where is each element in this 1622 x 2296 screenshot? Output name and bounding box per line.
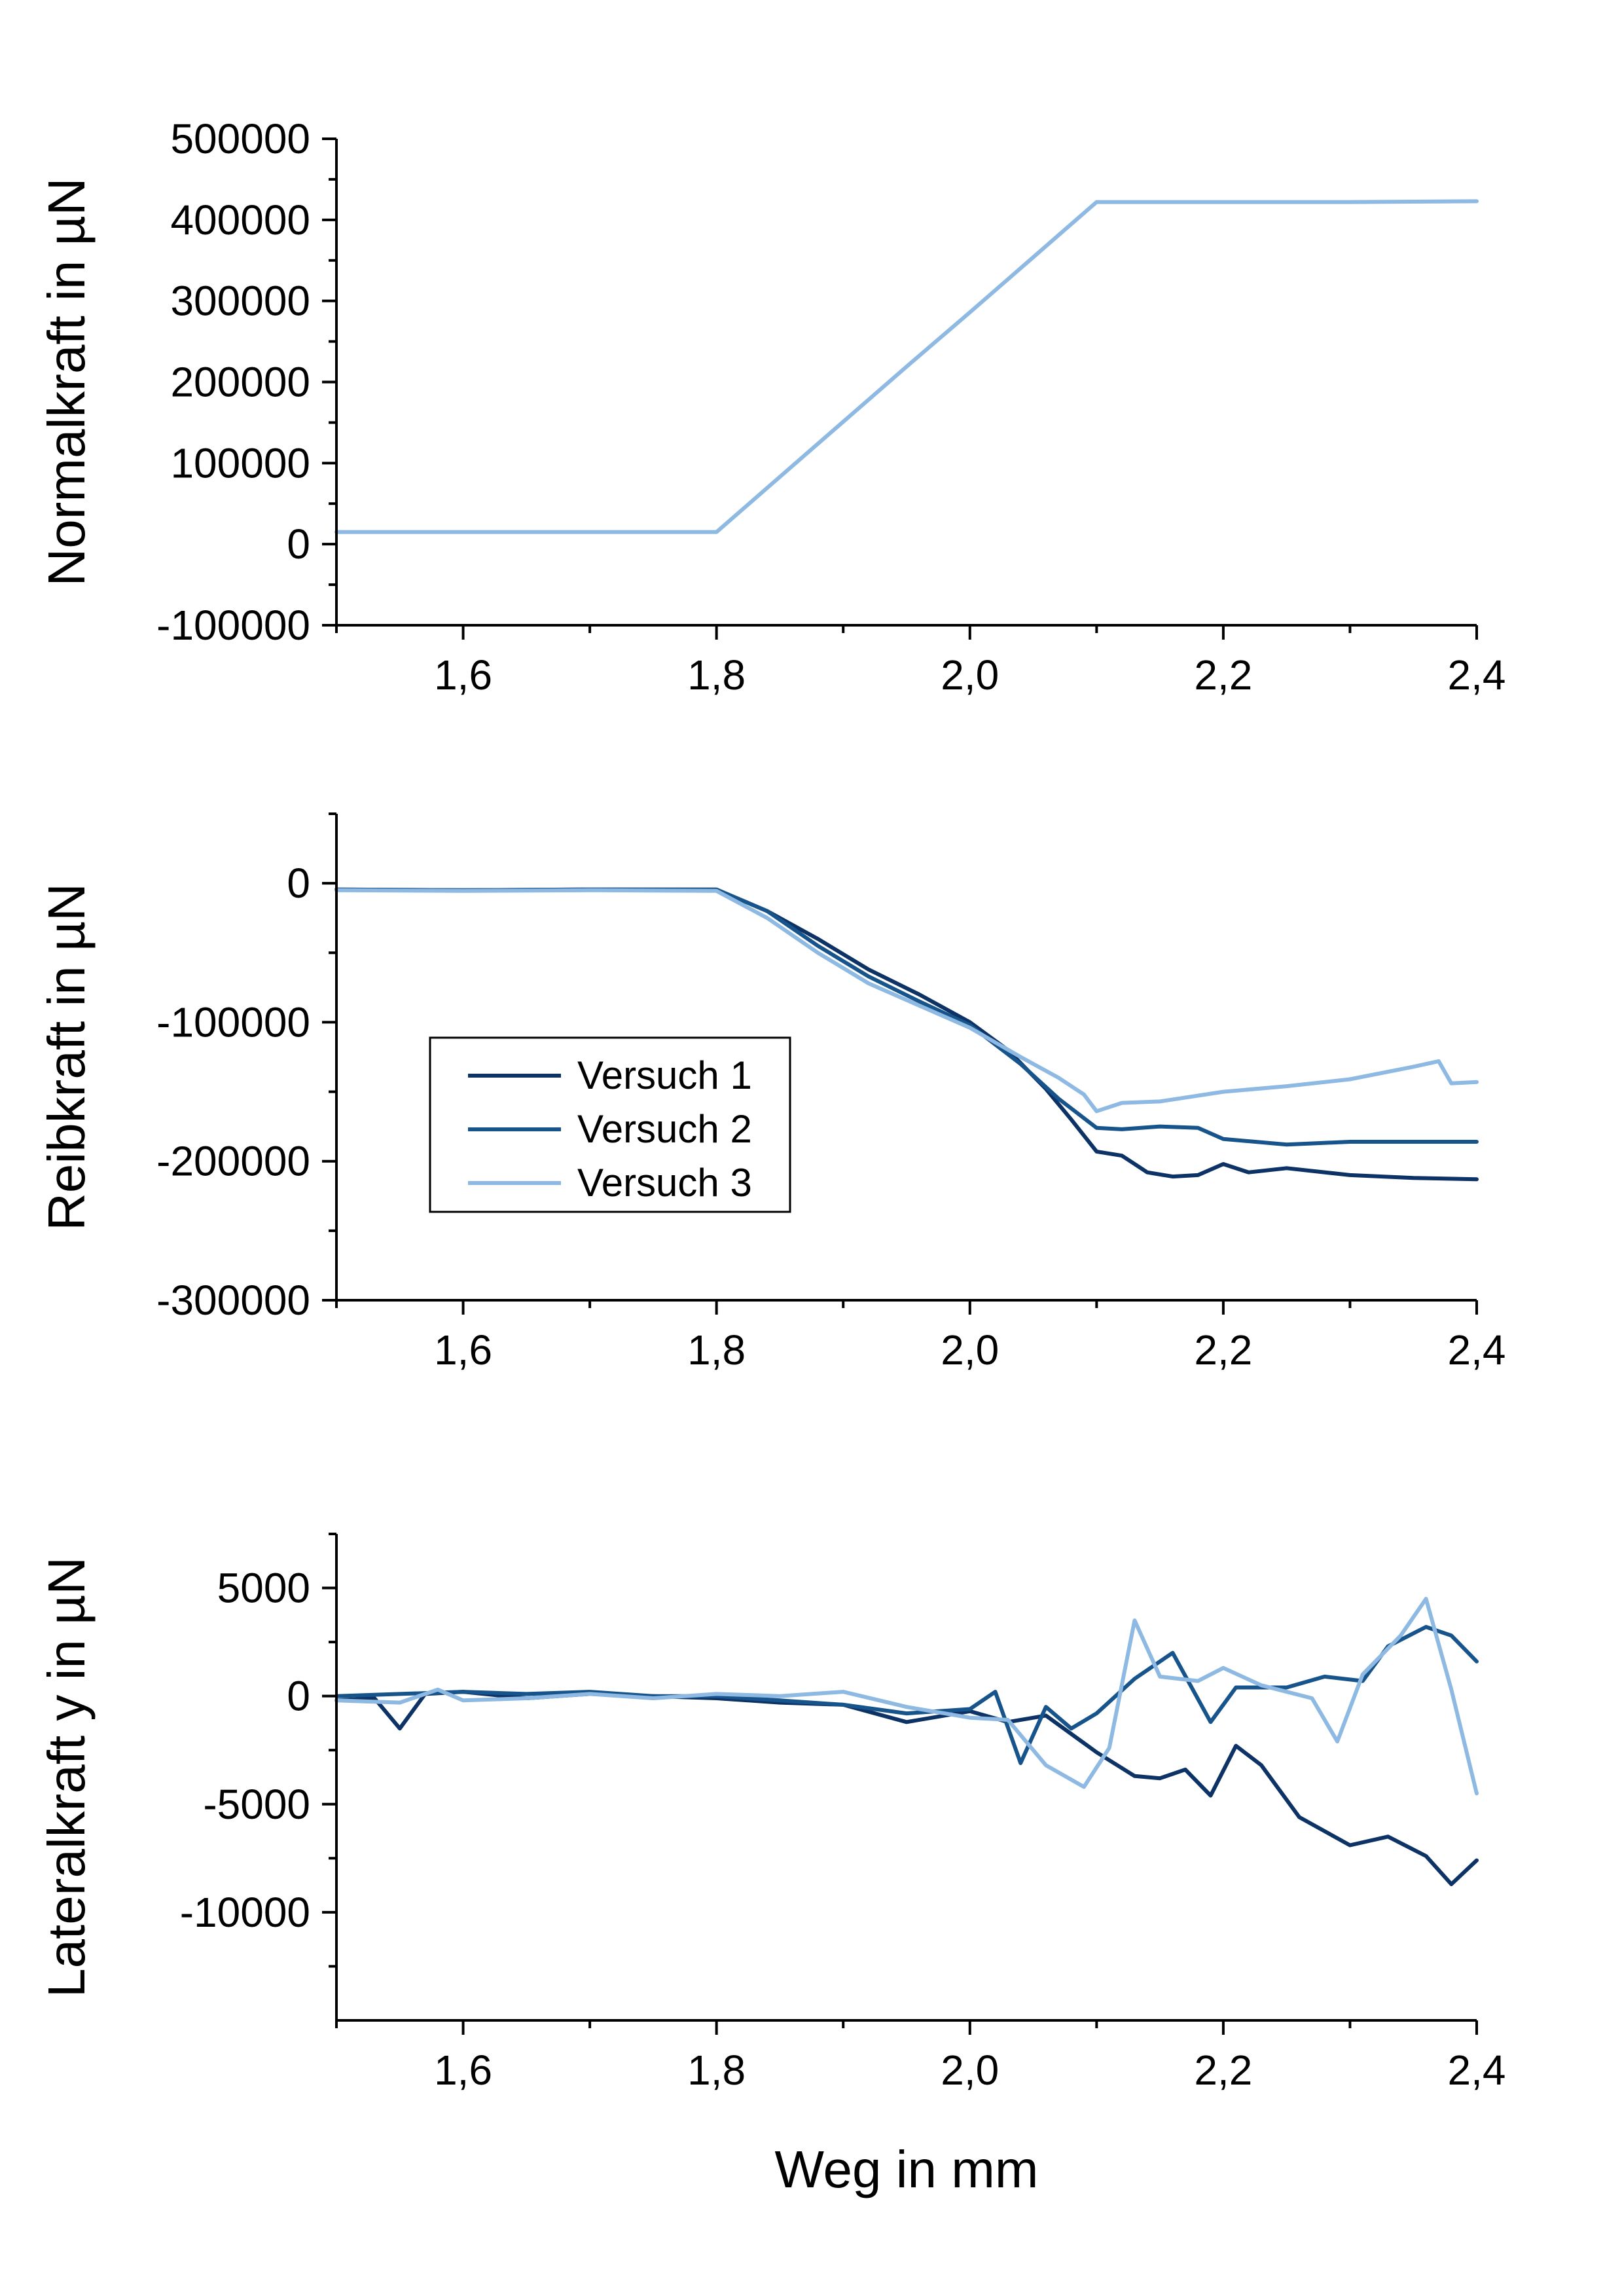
series-line-versuch-3 [334,1597,1479,1796]
y-tick-label: -10000 [180,1889,310,1936]
legend-label: Versuch 1 [577,1053,752,1097]
x-tick-label: 2,2 [1194,651,1252,699]
y-tick-label: 0 [287,520,310,568]
reibkraft-chart: 1,6 1,8 2,0 2,2 2,4 -300000 -200000 -100000 0 Rei… [37,812,1506,1374]
y-tick-label: 300000 [170,278,310,325]
y-tick-label: -200000 [156,1138,310,1185]
x-tick-label: 2,0 [941,1326,999,1374]
x-tick-label: 2,2 [1194,1326,1252,1374]
x-tick-label: 2,0 [941,2047,999,2094]
y-tick-label: -100000 [156,602,310,649]
y-axis-title: Reibkraft in µN [37,883,96,1231]
x-tick-label: 2,0 [941,651,999,699]
legend-label: Versuch 3 [577,1161,752,1205]
y-tick-label: -5000 [203,1781,310,1828]
x-tick-label: 1,8 [687,2047,746,2094]
y-tick-label: 400000 [170,196,310,244]
series-line-versuch-1 [334,1690,1479,1886]
normalkraft-chart: 1,6 1,8 2,0 2,2 2,4 -100000 0 100000 200000 30000… [37,115,1505,699]
y-tick-label: 0 [287,1673,310,1720]
x-tick-label: 1,6 [434,2047,492,2094]
x-tick-label: 1,6 [434,1326,492,1374]
y-tick-label: 100000 [170,439,310,486]
series-line-versuch-2 [334,887,1479,1147]
x-tick-label: 2,2 [1194,2047,1252,2094]
y-tick-label: 5000 [217,1565,310,1612]
x-tick-label: 2,4 [1448,651,1506,699]
x-tick-label: 1,8 [687,651,746,699]
y-tick-label: 500000 [170,115,310,162]
y-tick-label: 200000 [170,359,310,406]
series-line-versuch-3 [334,888,1479,1114]
y-tick-label: -100000 [156,998,310,1046]
x-tick-label: 1,6 [434,651,492,699]
legend-label: Versuch 2 [577,1107,752,1151]
legend: Versuch 1 Versuch 2 Versuch 3 [429,1036,791,1213]
x-tick-label: 2,4 [1448,2047,1506,2094]
x-axis-title: Weg in mm [774,2140,1038,2198]
y-axis-title: Normalkraft in µN [37,178,96,587]
x-tick-label: 2,4 [1448,1326,1506,1374]
series-line-versuch-2 [334,1625,1479,1765]
y-tick-label: 0 [287,860,310,907]
y-axis-title: Lateralkraft y in µN [37,1557,96,1997]
x-tick-label: 1,8 [687,1326,746,1374]
lateralkraft-chart: 1,6 1,8 2,0 2,2 2,4 -10000 -5000 0 5000 Lateralkr… [37,1533,1506,2198]
series-line-1 [334,199,1479,534]
y-tick-label: -300000 [156,1277,310,1324]
